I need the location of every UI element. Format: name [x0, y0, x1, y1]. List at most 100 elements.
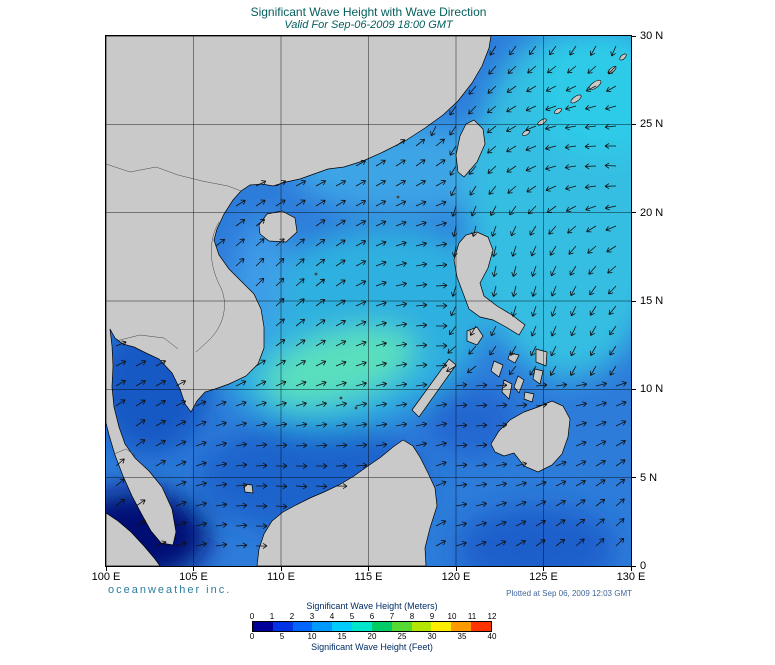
meters-tick: 8: [409, 612, 415, 621]
islet-dot: [339, 396, 343, 400]
landmass: [453, 231, 526, 336]
feet-tick: 0: [249, 632, 255, 641]
x-tick-label: 115 E: [354, 571, 383, 583]
x-tick-label: 120 E: [441, 571, 471, 583]
y-tick-label: 20 N: [640, 206, 664, 219]
plotted-timestamp: Plotted at Sep 06, 2009 12:03 GMT: [506, 589, 632, 598]
landmass: [258, 210, 298, 243]
colorbar-segment: [371, 622, 392, 631]
wave-map: [106, 36, 631, 566]
y-tick-mark: [632, 477, 636, 479]
colorbar-segment: [292, 622, 313, 631]
x-tick-label: 125 E: [529, 571, 558, 583]
colorbar-segment: [352, 622, 372, 631]
x-tick-label: 130 E: [616, 571, 646, 583]
x-tick-mark: [543, 567, 544, 571]
meters-tick: 5: [349, 612, 355, 621]
landmass: [256, 439, 438, 566]
x-tick-mark: [193, 567, 194, 571]
island: [537, 118, 547, 126]
colorbar-segment: [471, 622, 491, 631]
landmass: [106, 36, 492, 546]
meters-tick: 9: [429, 612, 435, 621]
y-tick-mark: [632, 212, 636, 214]
x-tick-label: 100 E: [91, 571, 121, 583]
landmasses: [106, 36, 627, 566]
y-tick-mark: [632, 565, 636, 567]
border-line: [106, 163, 242, 192]
feet-tick: 20: [367, 632, 377, 641]
landmass: [243, 483, 254, 494]
landmass: [513, 375, 525, 394]
island: [554, 107, 562, 115]
x-tick-mark: [630, 567, 632, 571]
feet-tick: 10: [307, 632, 317, 641]
graticule-grid: [106, 36, 631, 566]
x-tick-mark: [368, 567, 369, 571]
y-tick-mark: [632, 123, 636, 125]
border-line: [113, 448, 137, 457]
y-tick-label: 25 N: [640, 118, 664, 131]
landmass: [490, 360, 504, 378]
y-tick-label: 10 N: [640, 383, 664, 396]
feet-tick: 40: [487, 632, 497, 641]
legend-feet-label: Significant Wave Height (Feet): [311, 642, 433, 652]
meters-tick: 7: [389, 612, 395, 621]
colorbar-segment: [312, 622, 333, 631]
valid-time-subtitle: Valid For Sep-06-2009 18:00 GMT: [284, 19, 453, 31]
y-tick-label: 30 N: [640, 30, 664, 42]
x-tick-label: 105 E: [179, 571, 208, 583]
meters-tick: 3: [309, 612, 315, 621]
y-tick-label: 5 N: [640, 471, 658, 484]
meters-tick: 2: [289, 612, 295, 621]
landmass: [490, 400, 571, 473]
meters-tick: 12: [487, 612, 497, 621]
colorbar-segment: [451, 622, 472, 631]
wave-direction-arrows: [115, 45, 627, 549]
islet-dot: [314, 272, 318, 276]
colorbar-segment: [391, 622, 412, 631]
landmass: [106, 512, 161, 566]
meters-tick: 4: [329, 612, 335, 621]
island: [570, 94, 582, 104]
border-line: [115, 334, 179, 350]
landmass: [411, 358, 457, 418]
y-tick-label: 0: [640, 560, 647, 572]
y-tick-mark: [632, 35, 636, 37]
islet-dot: [354, 406, 358, 410]
colorbar-segment: [332, 622, 353, 631]
y-tick-label: 15 N: [640, 295, 664, 307]
landmass: [532, 368, 544, 385]
feet-tick: 15: [337, 632, 347, 641]
island: [619, 53, 627, 61]
feet-tick: 5: [279, 632, 285, 641]
colorbar-segment: [431, 622, 452, 631]
page-title: Significant Wave Height with Wave Direct…: [250, 5, 487, 19]
meters-tick: 6: [369, 612, 375, 621]
colorbar-segment: [411, 622, 432, 631]
x-tick-mark: [105, 567, 107, 571]
feet-tick: 25: [397, 632, 407, 641]
border-line: [195, 221, 225, 353]
y-tick-mark: [632, 300, 636, 302]
legend-colorbar: [252, 621, 492, 632]
feet-tick: 30: [427, 632, 437, 641]
landmass: [455, 119, 486, 178]
meters-tick: 1: [269, 612, 275, 621]
legend-feet-ticks: 0 5 10 15 20 25 30 35 40: [249, 632, 497, 641]
islet-dot: [396, 195, 400, 199]
meters-tick: 10: [447, 612, 457, 621]
legend-meters-label: Significant Wave Height (Meters): [306, 601, 438, 611]
x-tick-mark: [280, 567, 282, 571]
country-borders: [106, 163, 242, 457]
feet-tick: 35: [457, 632, 467, 641]
x-tick-label: 110 E: [267, 571, 295, 583]
x-tick-mark: [455, 567, 457, 571]
legend-meters-ticks: 0 1 2 3 4 5 6 7 8 9 10 11 12: [250, 612, 497, 621]
oceanweather-logo-text: oceanweather inc.: [108, 584, 232, 596]
meters-tick: 11: [467, 612, 477, 621]
map-plot-area: [105, 35, 632, 567]
y-tick-mark: [632, 388, 636, 390]
